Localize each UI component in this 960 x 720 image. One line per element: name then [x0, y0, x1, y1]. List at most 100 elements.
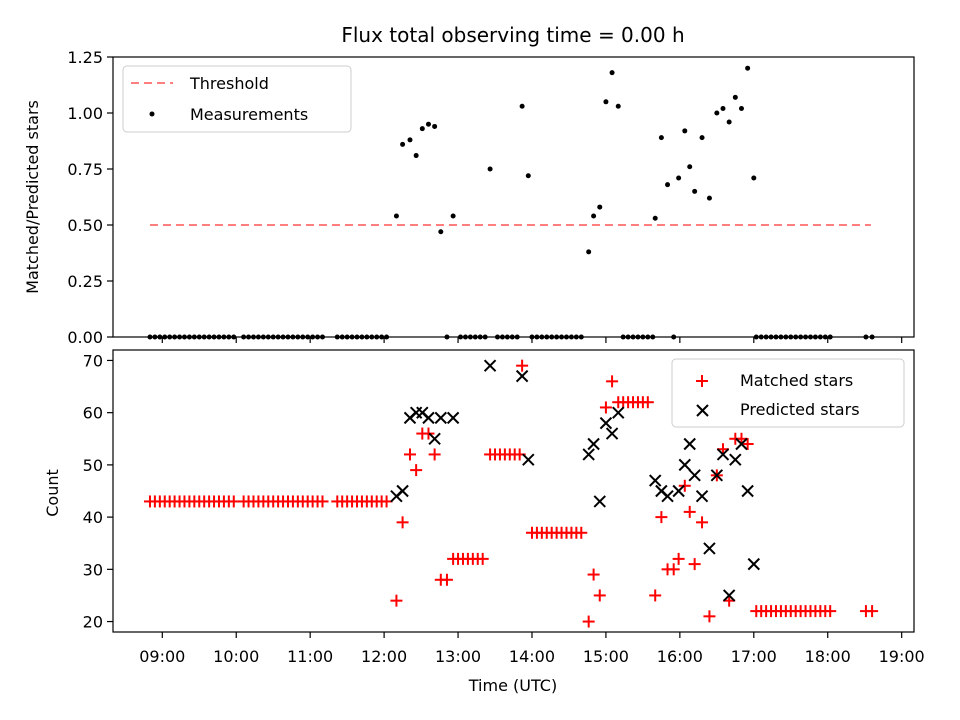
x-tick-label: 10:00 [213, 647, 259, 666]
predicted-star-point [428, 432, 441, 445]
x-tick-label: 12:00 [361, 647, 407, 666]
bottom-y-axis-label: Count [43, 469, 62, 517]
predicted-star-point [672, 484, 685, 498]
bottom-legend-box [671, 358, 905, 428]
measurement-point [615, 103, 621, 109]
matched-star-point [667, 563, 680, 576]
measurement-point [699, 135, 705, 141]
measurement-point [751, 175, 757, 181]
matched-stars-points [143, 359, 879, 628]
top-y-tick-label: 1.25 [67, 48, 103, 67]
predicted-star-point [599, 416, 613, 430]
measurement-point [407, 137, 413, 143]
bottom-panel: Count Time (UTC) 20 30 40 50 60 70 09:00 10:00… [43, 349, 925, 695]
x-tick-label: 14:00 [509, 647, 555, 666]
legend-threshold-label: Threshold [189, 74, 269, 93]
measurement-point [726, 119, 732, 125]
measurement-point [425, 121, 431, 127]
legend-predicted-label: Predicted stars [740, 400, 860, 419]
top-axes-frame [112, 56, 915, 338]
chart-title: Flux total observing time = 0.00 h [341, 23, 684, 47]
measurement-point [487, 166, 493, 172]
measurement-point [419, 126, 425, 132]
measurement-point [609, 70, 615, 76]
predicted-star-point [722, 589, 736, 602]
predicted-star-point [703, 542, 716, 555]
bottom-y-ticks: 20 30 40 50 60 70 [83, 351, 113, 632]
x-tick-label: 13:00 [435, 647, 481, 666]
matched-star-point [440, 573, 453, 586]
predicted-star-point [695, 490, 709, 503]
top-y-tick-label: 1.00 [67, 104, 103, 123]
matched-star-point [593, 589, 606, 602]
predicted-star-point [522, 453, 535, 466]
x-tick-label: 09:00 [139, 647, 185, 666]
bottom-y-tick-label: 40 [83, 508, 103, 527]
x-tick-label: 15:00 [583, 647, 629, 666]
bottom-y-tick-label: 60 [83, 404, 103, 423]
predicted-star-point [483, 359, 497, 372]
matched-star-point [678, 479, 691, 492]
predicted-star-point [434, 411, 448, 425]
top-y-tick-label: 0.00 [67, 328, 103, 347]
matched-star-point [672, 552, 685, 565]
predicted-star-point [678, 458, 691, 472]
matched-star-point [696, 516, 709, 529]
matched-star-point [683, 505, 696, 518]
matched-star-point [428, 448, 441, 461]
bottom-y-tick-label: 50 [83, 456, 103, 475]
measurement-point [525, 173, 531, 179]
predicted-star-point [593, 495, 606, 508]
predicted-star-point [649, 474, 662, 487]
measurement-point [720, 106, 726, 112]
predicted-star-point [515, 369, 529, 383]
measurement-point [438, 229, 444, 235]
predicted-star-point [396, 484, 409, 498]
bottom-legend: Matched stars Predicted stars [671, 358, 905, 428]
top-legend-box [122, 65, 352, 133]
matched-star-point [516, 359, 529, 372]
matched-star-point [390, 594, 403, 607]
predicted-star-point [741, 484, 754, 498]
matched-legend-swatch [696, 375, 708, 387]
measurement-point [732, 94, 738, 100]
predicted-star-point [747, 557, 761, 571]
matched-star-point [422, 427, 435, 440]
matched-star-point [396, 516, 409, 529]
measurement-point [603, 99, 609, 105]
predicted-star-point [605, 427, 619, 440]
x-tick-label: 19:00 [879, 647, 925, 666]
measurement-point [692, 188, 698, 194]
measurement-point [586, 249, 592, 255]
legend-measurements-label: Measurements [190, 105, 308, 124]
predicted-star-point [422, 411, 435, 425]
predicted-star-point [446, 411, 460, 425]
measurement-point [519, 103, 525, 109]
measurement-point [687, 164, 693, 170]
measurement-point [714, 110, 720, 116]
measurement-point [597, 204, 603, 210]
predicted-star-point [587, 437, 600, 451]
predicted-star-point [710, 469, 724, 482]
measurement-point [665, 182, 671, 188]
top-panel: Flux total observing time = 0.00 h Match… [23, 23, 915, 347]
bottom-y-tick-label: 70 [83, 351, 103, 370]
x-tick-label: 17:00 [731, 647, 777, 666]
bottom-y-tick-label: 30 [83, 560, 103, 579]
bottom-y-tick-label: 20 [83, 613, 103, 632]
top-y-axis-label: Matched/Predicted stars [23, 100, 42, 294]
measurement-point [738, 106, 744, 112]
matched-star-point [599, 401, 612, 414]
x-tick-label: 18:00 [805, 647, 851, 666]
predicted-star-point [683, 437, 696, 451]
matched-star-point [824, 605, 837, 618]
matched-star-point [587, 568, 600, 581]
predicted-star-point [729, 453, 742, 466]
matched-star-point [316, 495, 329, 508]
measurement-point [413, 153, 419, 159]
predicted-star-point [688, 469, 701, 482]
measurement-point [450, 213, 456, 219]
top-y-tick-label: 0.50 [67, 216, 103, 235]
predicted-star-point [661, 490, 674, 503]
